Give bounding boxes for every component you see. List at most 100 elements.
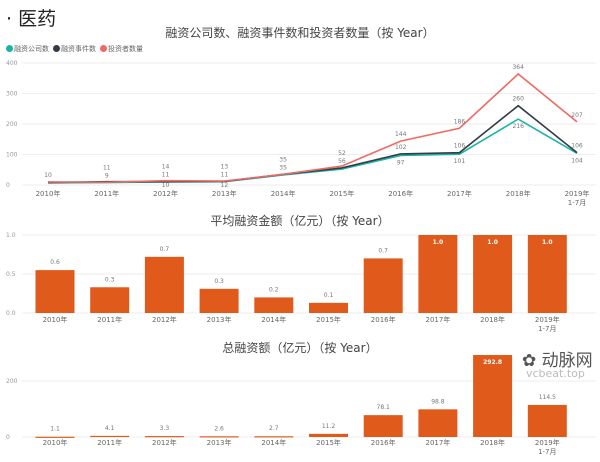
total-chart-title: 总融资额（亿元）（按 Year） [222, 341, 378, 355]
x-tick-label: 2011年 [97, 438, 122, 447]
watermark-site: vcbeat.top [526, 367, 585, 380]
x-tick-label: 2015年 [329, 189, 354, 198]
bar [90, 435, 130, 438]
data-label: 98.8 [431, 398, 445, 405]
data-label: 13 [221, 163, 229, 170]
data-label: 10 [44, 172, 52, 179]
data-label: 3.3 [160, 425, 170, 432]
y-tick-label: 400 [6, 60, 18, 67]
legend-label: 融资公司数 [14, 45, 49, 53]
bar [363, 415, 403, 437]
bar [363, 258, 403, 313]
x-tick-label: 2010年 [43, 438, 68, 447]
x-tick-label: 2011年 [94, 189, 119, 198]
data-label: 0.7 [378, 247, 388, 254]
data-label: 14 [162, 164, 170, 171]
line-chart-legend: 融资公司数 融资事件数 投资者数量 [6, 44, 143, 54]
data-label: 114.5 [539, 394, 556, 401]
data-label: 216 [512, 123, 524, 130]
x-tick-label: 2019年 [535, 438, 560, 447]
y-tick-label: 0.0 [6, 310, 16, 317]
x-tick-label: 2010年 [43, 315, 68, 324]
legend-dot-icon [53, 45, 60, 52]
x-tick-label: 2017年 [447, 189, 472, 198]
data-label: 56 [338, 158, 346, 165]
x-tick-label: 2018年 [506, 189, 531, 198]
bar [35, 270, 75, 313]
data-label: 106 [454, 143, 466, 150]
data-label: 144 [395, 131, 407, 138]
legend-dot-icon [100, 45, 107, 52]
data-label: 35 [279, 164, 287, 171]
data-label: 260 [512, 96, 524, 103]
data-label: 11 [162, 172, 170, 179]
data-label: 11.2 [322, 423, 336, 430]
bar [309, 302, 348, 313]
bar [473, 355, 513, 437]
legend-dot-icon [6, 45, 13, 52]
data-label: 102 [395, 144, 407, 151]
x-tick-label: 2014年 [261, 315, 286, 324]
section-heading: · 医药 [6, 8, 57, 30]
watermark-logo-text: 动脉网 [541, 351, 593, 371]
bar [473, 235, 513, 313]
line-chart: 0 100 200 300 400 2010年 2011年 2012年 2013年 2014年 20… [6, 60, 596, 207]
legend-item: 融资公司数 [6, 44, 49, 54]
x-tick-label: 2018年 [480, 438, 505, 447]
data-label: 0.1 [324, 292, 334, 299]
data-label: 11 [221, 171, 229, 178]
bar [144, 256, 184, 313]
x-tick-label: 2013年 [207, 315, 232, 324]
total-bar-chart: 0 200 1.1 2010年 4.1 2011年 3.3 2012年 2.6 2013年 2.7 2… [6, 355, 596, 456]
series-line-3 [47, 72, 578, 184]
data-label: 186 [454, 118, 466, 125]
x-tick-label: 2012年 [153, 189, 178, 198]
data-label: 12 [221, 182, 229, 189]
data-label: 0.6 [50, 259, 60, 266]
data-label: 10 [162, 182, 170, 189]
data-label: 35 [279, 156, 287, 163]
bar [527, 404, 567, 437]
x-tick-label: 2011年 [97, 315, 122, 324]
data-label: 104 [571, 157, 583, 164]
watermark-logo: ✿ 动脉网 [522, 351, 593, 371]
legend-item: 融资事件数 [53, 44, 96, 54]
x-tick-label: 2013年 [207, 438, 232, 447]
avg-chart-title: 平均融资金额（亿元）（按 Year） [210, 214, 390, 228]
bar [254, 436, 294, 438]
y-tick-label: 1.0 [6, 232, 16, 239]
x-tick-label: 2017年 [425, 438, 450, 447]
data-label: 2.6 [214, 425, 224, 432]
y-tick-label: 0.5 [6, 271, 16, 278]
data-label: 4.1 [105, 425, 115, 432]
bar [254, 297, 294, 313]
x-tick-label: 1-7月 [568, 199, 586, 207]
data-label: 101 [454, 158, 466, 165]
x-tick-label: 2015年 [316, 315, 341, 324]
bar [35, 436, 75, 438]
x-tick-label: 2017年 [425, 315, 450, 324]
x-tick-label: 2015年 [316, 438, 341, 447]
legend-label: 融资事件数 [61, 45, 96, 53]
bar [418, 235, 458, 313]
data-label: 292.8 [483, 359, 502, 366]
avg-bar-chart: 0.0 0.5 1.0 0.6 2010年 0.3 2011年 0.7 2012年 0.3 2013… [6, 232, 596, 333]
x-tick-label: 2014年 [271, 189, 296, 198]
bar [199, 288, 239, 313]
data-label: 1.0 [542, 239, 553, 246]
y-tick-label: 0 [6, 182, 10, 189]
data-label: 1.0 [433, 239, 444, 246]
data-label: 0.7 [160, 246, 170, 253]
bar [90, 287, 130, 313]
y-tick-label: 200 [6, 378, 18, 385]
x-tick-label: 2014年 [261, 438, 286, 447]
legend-item: 投资者数量 [100, 44, 143, 54]
x-tick-label: 2019年 [535, 315, 560, 324]
data-label: 2.7 [269, 425, 279, 432]
data-label: 0.3 [105, 276, 115, 283]
x-tick-label: 2010年 [36, 189, 61, 198]
y-tick-label: 0 [6, 434, 10, 441]
data-label: 0.3 [214, 278, 224, 285]
x-tick-label: 2018年 [480, 315, 505, 324]
data-label: 97 [397, 159, 405, 166]
